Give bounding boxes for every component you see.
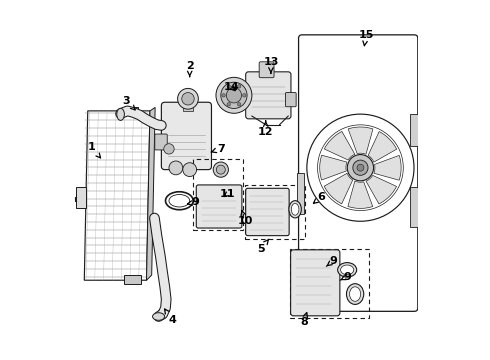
Polygon shape — [84, 111, 150, 280]
Text: 9: 9 — [326, 256, 337, 266]
Polygon shape — [368, 131, 397, 162]
Bar — [410, 114, 419, 146]
FancyBboxPatch shape — [259, 62, 274, 78]
Ellipse shape — [289, 201, 301, 218]
Text: 9: 9 — [340, 272, 351, 282]
Circle shape — [169, 161, 183, 175]
FancyBboxPatch shape — [286, 93, 296, 107]
Polygon shape — [320, 155, 347, 180]
Bar — [193, 159, 243, 230]
Polygon shape — [348, 127, 373, 154]
Ellipse shape — [341, 265, 354, 275]
Polygon shape — [324, 173, 353, 204]
Circle shape — [347, 154, 373, 181]
Text: 7: 7 — [211, 144, 225, 154]
FancyBboxPatch shape — [245, 188, 289, 236]
Bar — [245, 185, 305, 239]
Circle shape — [237, 103, 241, 106]
Polygon shape — [324, 131, 355, 160]
FancyBboxPatch shape — [155, 134, 167, 150]
Text: 12: 12 — [258, 121, 273, 136]
Text: 5: 5 — [257, 239, 269, 254]
Circle shape — [183, 163, 196, 176]
Ellipse shape — [292, 203, 299, 215]
Text: 10: 10 — [237, 211, 253, 226]
Circle shape — [243, 94, 246, 97]
Bar — [410, 186, 419, 227]
Text: 9: 9 — [188, 198, 199, 207]
FancyBboxPatch shape — [161, 102, 212, 170]
Ellipse shape — [349, 287, 361, 301]
FancyBboxPatch shape — [245, 72, 291, 119]
Circle shape — [221, 82, 247, 108]
Text: 6: 6 — [314, 192, 325, 203]
Circle shape — [227, 85, 230, 88]
Bar — [183, 99, 193, 111]
Bar — [297, 173, 304, 213]
Circle shape — [353, 160, 368, 175]
Circle shape — [177, 89, 198, 109]
Circle shape — [237, 85, 241, 88]
Polygon shape — [374, 156, 401, 180]
Circle shape — [357, 164, 364, 171]
Circle shape — [164, 144, 174, 154]
Ellipse shape — [152, 313, 165, 320]
Circle shape — [222, 94, 225, 97]
Ellipse shape — [346, 284, 364, 305]
Text: 15: 15 — [358, 30, 374, 46]
Text: 4: 4 — [165, 309, 176, 325]
Polygon shape — [366, 175, 396, 204]
Circle shape — [216, 165, 225, 174]
Circle shape — [227, 103, 230, 106]
Circle shape — [226, 88, 242, 103]
FancyBboxPatch shape — [298, 35, 418, 311]
Text: 8: 8 — [300, 312, 308, 327]
Text: 1: 1 — [87, 142, 100, 158]
Text: 14: 14 — [223, 82, 239, 92]
FancyBboxPatch shape — [291, 250, 340, 316]
Circle shape — [216, 77, 252, 113]
Bar — [124, 275, 141, 284]
Text: 13: 13 — [263, 58, 279, 73]
Ellipse shape — [117, 108, 124, 120]
Polygon shape — [348, 181, 373, 208]
Bar — [290, 249, 369, 318]
Bar — [124, 107, 138, 114]
Circle shape — [213, 162, 228, 177]
Text: 3: 3 — [122, 95, 135, 110]
Text: 11: 11 — [220, 189, 236, 199]
Polygon shape — [147, 107, 155, 280]
Circle shape — [182, 93, 194, 105]
Text: 2: 2 — [186, 61, 194, 77]
FancyBboxPatch shape — [196, 185, 242, 228]
Ellipse shape — [338, 262, 357, 277]
Bar — [75, 187, 86, 208]
